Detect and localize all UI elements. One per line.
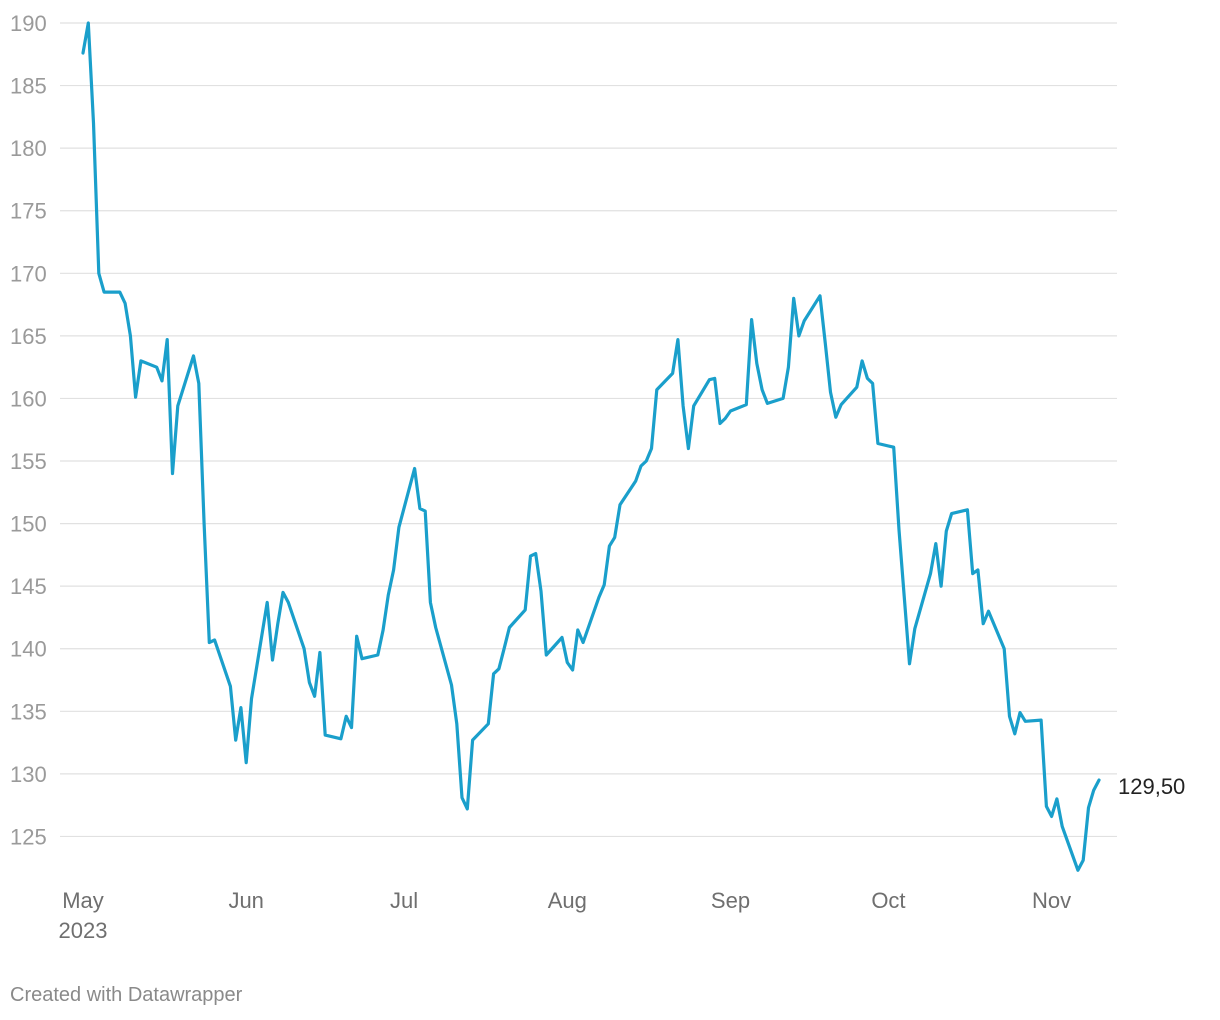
x-axis-ticks: May 2023 Jun Jul Aug Sep Oct Nov <box>59 888 1072 943</box>
y-tick-label: 165 <box>10 324 47 349</box>
y-tick-label: 135 <box>10 699 47 724</box>
footer-credit: Created with Datawrapper <box>10 984 243 1006</box>
price-line <box>81 21 1101 872</box>
series-layer <box>81 21 1101 872</box>
y-tick-label: 125 <box>10 824 47 849</box>
y-tick-label: 185 <box>10 74 47 99</box>
x-tick-label: May <box>62 888 104 913</box>
x-tick-label: Oct <box>871 888 905 913</box>
x-tick-label: Aug <box>548 888 587 913</box>
end-value-label: 129,50 <box>1118 774 1185 799</box>
y-tick-label: 155 <box>10 449 47 474</box>
y-tick-label: 160 <box>10 386 47 411</box>
y-tick-label: 130 <box>10 762 47 787</box>
y-tick-label: 150 <box>10 512 47 537</box>
x-tick-label: Nov <box>1032 888 1071 913</box>
x-tick-label: Jun <box>228 888 263 913</box>
end-label-layer: 129,50 <box>1118 774 1185 799</box>
x-tick-label: Jul <box>390 888 418 913</box>
gridlines <box>60 22 1117 838</box>
y-tick-label: 175 <box>10 199 47 224</box>
y-tick-label: 180 <box>10 136 47 161</box>
x-tick-sublabel: 2023 <box>59 918 108 943</box>
y-tick-label: 145 <box>10 574 47 599</box>
y-tick-label: 170 <box>10 261 47 286</box>
y-tick-label: 140 <box>10 637 47 662</box>
y-tick-label: 190 <box>10 11 47 36</box>
y-axis-ticks: 125 130 135 140 145 150 155 160 165 170 175 180 185 1… <box>10 11 47 849</box>
x-tick-label: Sep <box>711 888 750 913</box>
